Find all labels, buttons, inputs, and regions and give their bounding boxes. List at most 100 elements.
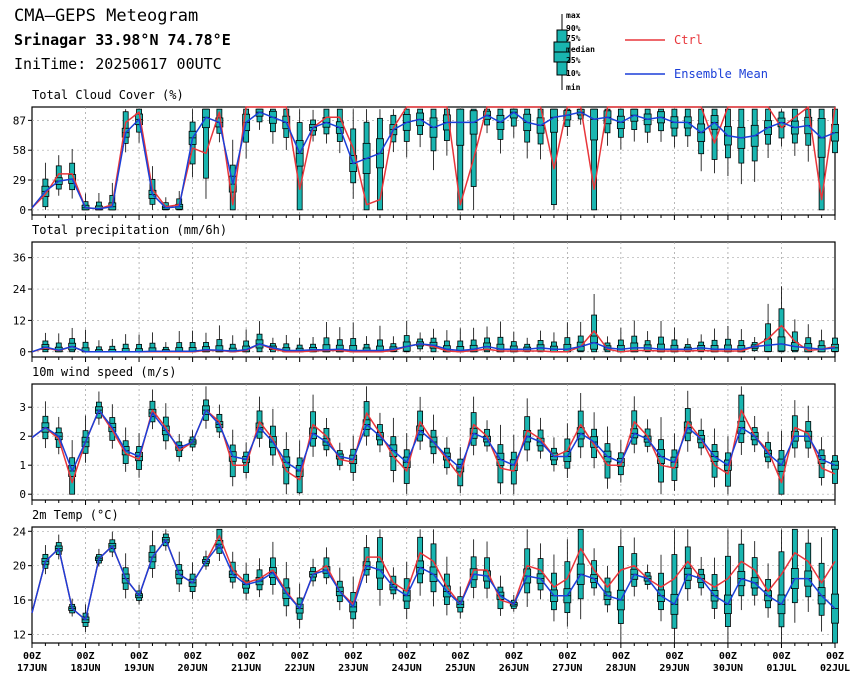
ensemble-inner-box (268, 110, 277, 124)
ensemble-inner-box (416, 560, 425, 575)
legend-mean-label: Ensemble Mean (674, 67, 768, 81)
ensemble-outer-box (711, 444, 718, 478)
ensemble-inner-box (228, 451, 237, 462)
ensemble-inner-box (483, 570, 491, 582)
ensemble-outer-box (176, 342, 183, 353)
ensemble-inner-box (309, 571, 317, 578)
ensemble-outer-box (805, 108, 812, 146)
ensemble-outer-box (510, 599, 517, 609)
ensemble-inner-box (536, 344, 545, 352)
x-tick-label-hour: 00Z (772, 651, 790, 662)
ensemble-outer-box (738, 108, 745, 164)
ensemble-inner-box (724, 126, 732, 146)
ensemble-outer-box (229, 164, 236, 211)
ensemble-inner-box (550, 452, 558, 461)
x-tick-label-date: 27JUN (552, 663, 582, 674)
ensemble-inner-box (442, 585, 451, 598)
ensemble-outer-box (457, 458, 464, 487)
ensemble-outer-box (738, 394, 745, 443)
ensemble-inner-box (657, 111, 665, 124)
x-tick-label-hour: 00Z (665, 651, 683, 662)
ensemble-inner-box (268, 436, 277, 448)
ensemble-outer-box (725, 555, 731, 628)
ensemble-inner-box (442, 114, 451, 131)
ensemble-outer-box (778, 551, 785, 628)
ensemble-inner-box (483, 110, 491, 120)
ensemble-inner-box (643, 344, 652, 352)
ensemble-inner-box (376, 138, 384, 169)
y-tick-label: 29 (13, 174, 26, 187)
ensemble-inner-box (215, 117, 224, 128)
ensemble-inner-box (148, 408, 157, 418)
ensemble-inner-box (670, 456, 679, 468)
y-tick-label: 24 (13, 525, 27, 538)
ensemble-outer-box (363, 547, 370, 576)
ensemble-inner-box (831, 343, 839, 352)
ensemble-outer-box (162, 533, 169, 547)
ensemble-inner-box (603, 450, 612, 463)
ensemble-inner-box (697, 345, 706, 351)
ensemble-outer-box (256, 410, 263, 439)
ensemble-outer-box (149, 400, 156, 423)
ensemble-outer-box (350, 448, 357, 473)
ensemble-outer-box (256, 108, 263, 123)
ensemble-outer-box (336, 450, 343, 466)
ensemble-outer-box (149, 178, 156, 205)
ensemble-inner-box (402, 590, 411, 602)
ensemble-outer-box (805, 337, 812, 353)
ensemble-inner-box (483, 435, 491, 443)
ensemble-inner-box (777, 117, 786, 128)
ensemble-inner-box (335, 344, 344, 353)
ensemble-outer-box (631, 108, 638, 130)
ensemble-inner-box (550, 345, 558, 353)
ensemble-outer-box (430, 543, 437, 593)
ensemble-inner-box (135, 348, 143, 353)
ensemble-inner-box (148, 551, 157, 563)
ensemble-outer-box (658, 572, 664, 611)
ensemble-inner-box (523, 430, 532, 443)
panel-4: 2m Temp (°C) 12 16 20 24 (13, 508, 839, 648)
ensemble-inner-box (697, 574, 706, 583)
ensemble-inner-box (509, 459, 518, 472)
ensemble-inner-box (389, 444, 398, 457)
ensemble-outer-box (350, 128, 357, 184)
ensemble-outer-box (617, 546, 624, 624)
ensemble-inner-box (242, 345, 251, 353)
ensemble-inner-box (161, 425, 170, 436)
ensemble-outer-box (229, 561, 236, 583)
panel-title: 2m Temp (°C) (32, 508, 119, 522)
ctrl-line (31, 409, 836, 484)
ensemble-outer-box (377, 339, 383, 353)
ensemble-inner-box (402, 114, 411, 131)
ensemble-inner-box (202, 346, 210, 353)
ensemble-outer-box (55, 165, 62, 190)
ensemble-outer-box (671, 449, 678, 481)
ensemble-outer-box (283, 343, 290, 353)
ensemble-inner-box (724, 459, 732, 471)
ensemble-inner-box (831, 123, 839, 142)
ensemble-outer-box (350, 592, 357, 620)
ensemble-inner-box (536, 117, 545, 134)
y-tick-label: 87 (13, 114, 26, 127)
ensemble-inner-box (790, 342, 799, 351)
ensemble-outer-box (738, 340, 745, 353)
ensemble-inner-box (804, 343, 813, 353)
ensemble-inner-box (523, 113, 532, 132)
ensemble-outer-box (524, 548, 531, 594)
ensemble-outer-box (189, 342, 196, 353)
y-tick-label: 2 (19, 430, 26, 443)
ensemble-inner-box (362, 347, 371, 353)
ensemble-outer-box (216, 413, 223, 433)
ensemble-inner-box (456, 108, 465, 146)
ensemble-outer-box (791, 415, 798, 449)
ensemble-outer-box (591, 560, 597, 589)
ensemble-outer-box (377, 537, 383, 590)
ensemble-outer-box (269, 108, 276, 133)
ensemble-outer-box (216, 108, 223, 134)
ensemble-inner-box (576, 427, 585, 440)
ensemble-inner-box (777, 458, 786, 472)
ensemble-outer-box (484, 337, 490, 353)
ensemble-outer-box (176, 564, 183, 585)
ensemble-inner-box (804, 570, 813, 587)
ensemble-outer-box (684, 546, 691, 590)
